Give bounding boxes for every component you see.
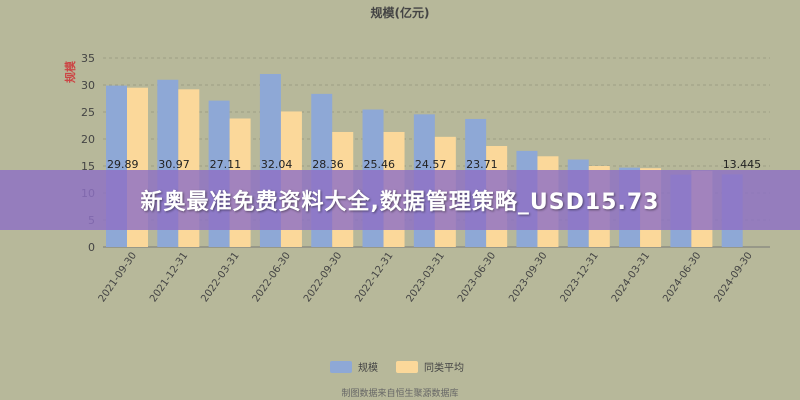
data-label: 32.04: [261, 158, 293, 171]
data-label: 27.11: [210, 158, 242, 171]
y-tick-label: 25: [81, 106, 95, 119]
chart-footer: 制图数据来自恒生聚源数据库: [341, 387, 458, 399]
y-tick-label: 20: [81, 133, 95, 146]
y-axis-label: 规模: [63, 60, 77, 83]
data-label: 30.97: [158, 158, 190, 171]
x-tick-label: 2023-03-31: [405, 250, 447, 304]
x-tick-labels: 2021-09-30 2021-12-31 2022-03-31 2022-06-30…: [97, 250, 755, 304]
data-label: 13.445: [723, 158, 762, 171]
data-label: 25.46: [364, 158, 396, 171]
data-label: 29.89: [107, 158, 139, 171]
x-tick-label: 2021-12-31: [148, 250, 190, 304]
legend-label-series-b[interactable]: 同类平均: [424, 361, 464, 374]
data-labels: 29.89 30.97 27.11 32.04 28.36 25.46 24.57 23.71…: [107, 158, 761, 171]
x-tick-label: 2022-06-30: [251, 250, 293, 304]
x-tick-label: 2024-03-31: [610, 250, 652, 304]
x-tick-label: 2022-12-31: [353, 250, 395, 304]
y-tick-label: 15: [81, 160, 95, 173]
legend-label-series-a[interactable]: 规模: [358, 361, 378, 374]
data-label: 24.57: [415, 158, 447, 171]
data-label: 28.36: [312, 158, 344, 171]
y-tick-label: 30: [81, 79, 95, 92]
y-tick-label: 35: [81, 52, 95, 65]
y-tick-label: 0: [88, 241, 95, 254]
x-tick-label: 2021-09-30: [97, 250, 139, 304]
x-tick-label: 2024-09-30: [712, 250, 754, 304]
chart-title: 规模(亿元): [371, 5, 430, 20]
x-tick-label: 2022-09-30: [302, 250, 344, 304]
banner-text: 新奥最准免费资料大全,数据管理策略_USD15.73: [140, 190, 660, 215]
data-label: 23.71: [466, 158, 498, 171]
x-tick-label: 2022-03-31: [199, 250, 241, 304]
x-tick-label: 2023-12-31: [559, 250, 601, 304]
x-tick-label: 2024-06-30: [661, 250, 703, 304]
x-tick-label: 2023-06-30: [456, 250, 498, 304]
x-tick-label: 2023-09-30: [507, 250, 549, 304]
legend-swatch-series-a[interactable]: [330, 361, 352, 373]
watermark-banner: 新奥最准免费资料大全,数据管理策略_USD15.73: [0, 170, 800, 230]
legend-swatch-series-b[interactable]: [396, 361, 418, 373]
legend[interactable]: 规模 同类平均: [330, 361, 464, 374]
